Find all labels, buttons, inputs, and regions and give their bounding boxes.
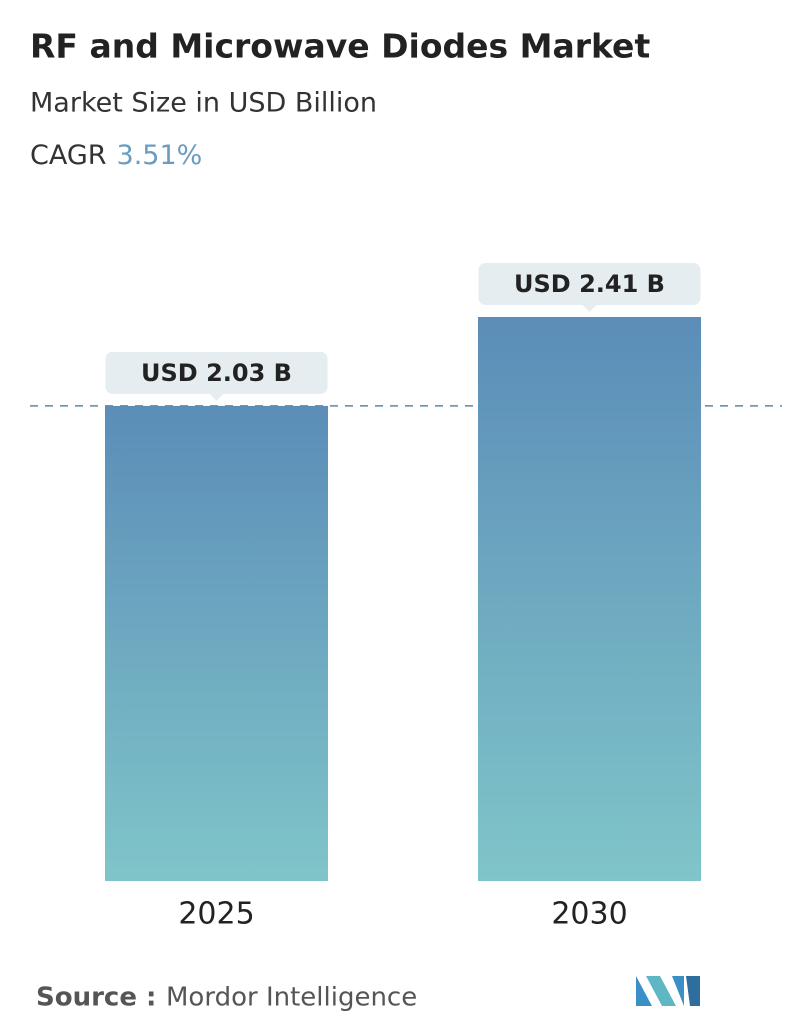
x-tick-label: 2030 [551,897,627,932]
x-tick-label: 2025 [178,897,254,932]
value-label: USD 2.41 B [514,270,665,298]
bar [105,405,328,881]
value-label-pointer [582,305,597,312]
value-label-box [105,351,328,394]
cagr-label-text: CAGR [30,140,107,171]
value-label-pointer [209,393,224,401]
chart-title: RF and Microwave Diodes Market [30,27,650,66]
cagr-label: CAGR 3.51% [30,140,202,171]
logo [636,976,700,1006]
source-label: Source : [36,983,156,1013]
value-label: USD 2.03 B [141,359,292,387]
bar [478,317,701,881]
value-label-box [478,263,701,305]
cagr-value: 3.51% [117,140,203,171]
source-text: Mordor Intelligence [166,983,417,1013]
chart-subtitle: Market Size in USD Billion [30,88,377,119]
